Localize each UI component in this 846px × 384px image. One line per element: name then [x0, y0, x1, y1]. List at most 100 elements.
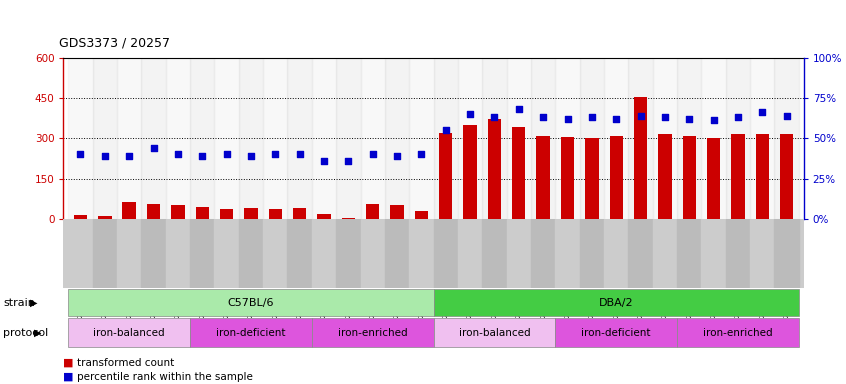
Text: iron-deficient: iron-deficient: [581, 328, 651, 338]
Bar: [750, 58, 774, 219]
Point: [780, 113, 794, 119]
Bar: [458, 219, 482, 288]
Bar: [171, 205, 184, 219]
Point: [683, 116, 696, 122]
Bar: [239, 219, 263, 288]
Bar: [93, 58, 117, 219]
Point: [74, 151, 87, 157]
Bar: [385, 58, 409, 219]
Bar: [141, 219, 166, 288]
Text: DBA/2: DBA/2: [599, 298, 634, 308]
Bar: [195, 207, 209, 219]
Point: [220, 151, 233, 157]
Bar: [707, 138, 720, 219]
Bar: [385, 219, 409, 288]
Bar: [117, 58, 141, 219]
Point: [195, 153, 209, 159]
Bar: [342, 217, 355, 219]
Point: [561, 116, 574, 122]
Text: ■: ■: [63, 372, 74, 382]
Bar: [360, 219, 385, 288]
Bar: [390, 205, 404, 219]
Point: [342, 158, 355, 164]
Text: iron-balanced: iron-balanced: [93, 328, 165, 338]
Point: [268, 151, 282, 157]
Bar: [117, 219, 141, 288]
Point: [415, 151, 428, 157]
Bar: [147, 204, 160, 219]
Bar: [141, 58, 166, 219]
Bar: [409, 219, 433, 288]
Bar: [190, 58, 214, 219]
Bar: [239, 58, 263, 219]
Bar: [69, 219, 93, 288]
Text: GDS3373 / 20257: GDS3373 / 20257: [59, 37, 170, 50]
Text: iron-enriched: iron-enriched: [703, 328, 772, 338]
Bar: [288, 58, 312, 219]
Bar: [458, 58, 482, 219]
Bar: [507, 219, 531, 288]
Bar: [585, 138, 599, 219]
Bar: [580, 219, 604, 288]
Bar: [268, 209, 282, 219]
Bar: [561, 137, 574, 219]
Bar: [69, 318, 190, 347]
Point: [707, 118, 721, 124]
Bar: [464, 125, 477, 219]
Bar: [366, 204, 379, 219]
Bar: [123, 202, 136, 219]
Bar: [634, 97, 647, 219]
Text: iron-enriched: iron-enriched: [338, 328, 408, 338]
Bar: [677, 318, 799, 347]
Bar: [507, 58, 531, 219]
Bar: [701, 219, 726, 288]
Bar: [629, 58, 653, 219]
Text: iron-balanced: iron-balanced: [459, 328, 530, 338]
Bar: [482, 58, 507, 219]
Bar: [317, 214, 331, 219]
Point: [366, 151, 380, 157]
Point: [464, 111, 477, 117]
Point: [317, 158, 331, 164]
Point: [585, 114, 599, 120]
Bar: [653, 58, 677, 219]
Bar: [190, 219, 214, 288]
Bar: [555, 318, 677, 347]
Bar: [69, 289, 433, 316]
Bar: [214, 58, 239, 219]
Point: [171, 151, 184, 157]
Bar: [433, 318, 555, 347]
Point: [658, 114, 672, 120]
Bar: [531, 58, 555, 219]
Point: [293, 151, 306, 157]
Bar: [409, 58, 433, 219]
Bar: [755, 134, 769, 219]
Bar: [726, 58, 750, 219]
Bar: [93, 219, 117, 288]
Bar: [244, 208, 258, 219]
Bar: [415, 211, 428, 219]
Bar: [780, 134, 794, 219]
Text: C57BL/6: C57BL/6: [228, 298, 274, 308]
Bar: [731, 134, 744, 219]
Point: [98, 153, 112, 159]
Bar: [750, 219, 774, 288]
Point: [609, 116, 623, 122]
Point: [439, 127, 453, 133]
Bar: [701, 58, 726, 219]
Point: [146, 145, 160, 151]
Bar: [604, 58, 629, 219]
Point: [512, 106, 525, 112]
Bar: [580, 58, 604, 219]
Point: [487, 114, 501, 120]
Bar: [263, 58, 288, 219]
Text: ▶: ▶: [30, 298, 38, 308]
Bar: [658, 134, 672, 219]
Bar: [683, 136, 696, 219]
Bar: [433, 219, 458, 288]
Point: [634, 113, 647, 119]
Text: iron-deficient: iron-deficient: [217, 328, 286, 338]
Bar: [433, 58, 458, 219]
Bar: [439, 133, 453, 219]
Bar: [531, 219, 555, 288]
